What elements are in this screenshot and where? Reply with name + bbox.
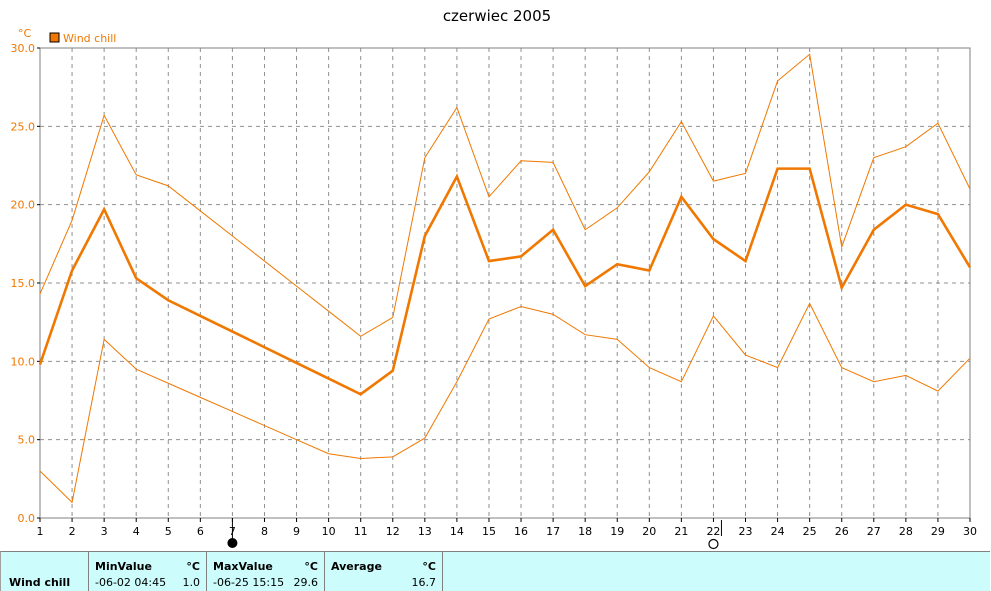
x-tick-label: 20: [642, 525, 656, 538]
x-tick-label: 12: [386, 525, 400, 538]
x-tick-label: 9: [293, 525, 300, 538]
stats-min-date: -06-02 04:45: [95, 576, 167, 589]
stats-average-unit: °C: [422, 560, 436, 573]
x-tick-label: 29: [931, 525, 945, 538]
y-tick-label: 20.0: [11, 199, 36, 212]
x-tick-label: 2: [69, 525, 76, 538]
y-tick-label: 0.0: [18, 512, 36, 525]
stats-average-value: 16.7: [411, 576, 437, 589]
x-tick-label: 24: [771, 525, 785, 538]
x-tick-label: 28: [899, 525, 913, 538]
x-tick-label: 8: [261, 525, 268, 538]
chart-title: czerwiec 2005: [443, 7, 551, 25]
series-line-average: [38, 167, 972, 396]
stats-max-value: 29.6: [293, 576, 319, 589]
y-tick-label: 30.0: [11, 42, 36, 55]
stats-row-label: Wind chill: [9, 576, 71, 589]
hollow-day-marker: [708, 538, 719, 550]
y-tick-label: 5.0: [18, 434, 36, 447]
x-tick-label: 4: [133, 525, 140, 538]
filled-day-marker: [227, 538, 238, 548]
x-tick-label: 15: [482, 525, 496, 538]
stats-max-date: -06-25 15:15: [213, 576, 285, 589]
x-tick-label: 14: [450, 525, 464, 538]
series-line-max: [39, 53, 971, 337]
x-tick-label: 21: [674, 525, 688, 538]
stats-max-header: MaxValue: [213, 560, 273, 573]
x-tick-label: 11: [354, 525, 368, 538]
x-tick-label: 25: [803, 525, 817, 538]
x-tick-label: 30: [963, 525, 977, 538]
y-axis-unit: °C: [18, 27, 32, 40]
x-tick-label: 22: [706, 525, 720, 538]
x-tick-label: 27: [867, 525, 881, 538]
series-line-min: [39, 302, 971, 504]
x-tick-label: 16: [514, 525, 528, 538]
stats-average-header: Average: [331, 560, 382, 573]
statistics-panel: Wind chill MinValue °C -06-02 04:45 1.0 …: [0, 551, 990, 591]
x-tick-label: 23: [739, 525, 753, 538]
y-tick-label: 15.0: [11, 277, 36, 290]
x-tick-label: 6: [197, 525, 204, 538]
x-tick-label: 5: [165, 525, 172, 538]
x-tick-label: 26: [835, 525, 849, 538]
stats-min-cell: MinValue °C -06-02 04:45 1.0: [89, 552, 207, 591]
stats-min-unit: °C: [186, 560, 200, 573]
stats-max-unit: °C: [304, 560, 318, 573]
x-tick-label: 17: [546, 525, 560, 538]
x-tick-label: 3: [101, 525, 108, 538]
stats-average-cell: Average °C 16.7: [325, 552, 443, 591]
x-tick-label: 19: [610, 525, 624, 538]
x-tick-label: 1: [37, 525, 44, 538]
stats-min-value: 1.0: [182, 576, 201, 589]
y-tick-label: 25.0: [11, 120, 36, 133]
stats-label-cell: Wind chill: [1, 552, 89, 591]
legend-label-wind-chill: Wind chill: [63, 32, 116, 45]
y-tick-label: 10.0: [11, 355, 36, 368]
legend-swatch-wind-chill: [49, 32, 60, 43]
stats-max-cell: MaxValue °C -06-25 15:15 29.6: [207, 552, 325, 591]
x-tick-label: 18: [578, 525, 592, 538]
x-tick-label: 13: [418, 525, 432, 538]
chart-canvas: czerwiec 2005 °C Wind chill 0.05.010.015…: [11, 7, 977, 550]
x-tick-label: 10: [322, 525, 336, 538]
stats-min-header: MinValue: [95, 560, 152, 573]
